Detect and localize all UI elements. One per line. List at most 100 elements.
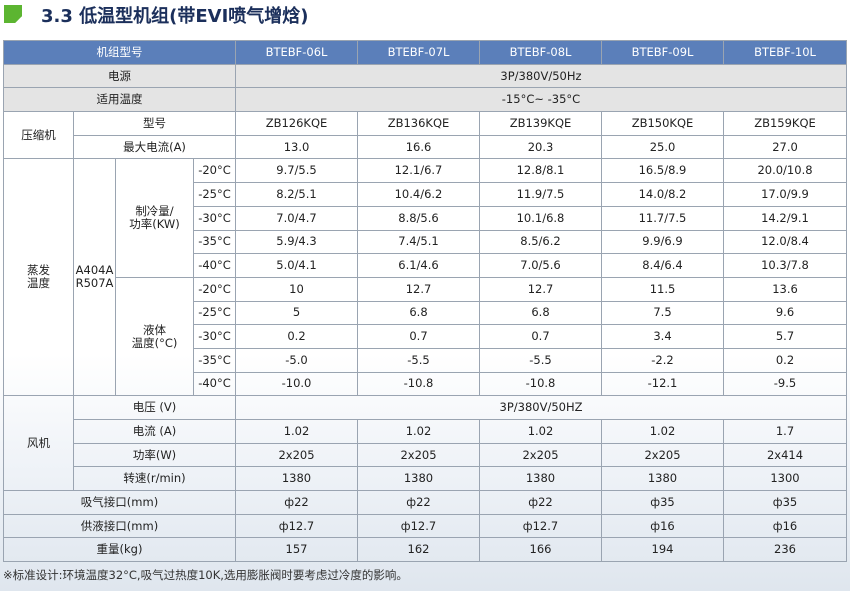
fan-voltage-label: 电压 (V) <box>73 395 236 420</box>
temp-range-value: -15°C~ -35°C <box>235 87 847 113</box>
page-title: 3.3 低温型机组(带EVI喷气增焓) <box>41 6 309 27</box>
table-cell: ZB159KQE <box>723 111 847 136</box>
fan-current-label: 电流 (A) <box>73 419 236 444</box>
table-cell: 166 <box>479 537 602 563</box>
power-value: 3P/380V/50Hz <box>235 63 847 89</box>
table-cell: ф22 <box>235 490 358 515</box>
weight-row: 重量(kg) 157 162 166 194 236 <box>3 537 847 563</box>
fan-current-row: 电流 (A) 1.02 1.02 1.02 1.02 1.7 <box>4 419 847 444</box>
table-cell: ф16 <box>723 513 847 539</box>
header-row: 机组型号 BTEBF-06L BTEBF-07L BTEBF-08L BTEBF… <box>3 40 847 65</box>
model-header: BTEBF-10L <box>723 40 847 65</box>
table-cell: 5.9/4.3 <box>235 229 358 255</box>
table-cell: 0.2 <box>723 347 847 373</box>
table-cell: 11.9/7.5 <box>479 182 602 207</box>
table-cell: 13.6 <box>723 276 847 302</box>
table-cell: ф35 <box>601 490 724 515</box>
table-cell: 6.1/4.6 <box>357 253 480 278</box>
table-cell: 10 <box>235 276 358 302</box>
model-header: BTEBF-07L <box>357 40 480 65</box>
table-cell: 9.6 <box>723 300 847 326</box>
table-cell: 10.3/7.8 <box>723 253 847 278</box>
cooling-row: -40°C 5.0/4.1 6.1/4.6 7.0/5.6 8.4/6.4 10… <box>4 253 847 278</box>
temp-cell: -25°C <box>193 300 236 326</box>
table-cell: -10.8 <box>357 371 480 397</box>
table-cell: 20.0/10.8 <box>723 158 847 184</box>
cooling-label-line1: 制冷量/ <box>135 204 174 219</box>
cooling-label: 制冷量/ 功率(KW) <box>115 158 194 278</box>
suction-row: 吸气接口(mm) ф22 ф22 ф22 ф35 ф35 <box>3 490 847 515</box>
section-marker-icon <box>4 5 22 23</box>
cooling-row: -25°C 8.2/5.1 10.4/6.2 11.9/7.5 14.0/8.2… <box>4 182 847 207</box>
fan-label: 风机 <box>3 395 74 492</box>
table-cell: 6.8 <box>479 300 602 326</box>
table-cell: 7.0/5.6 <box>479 253 602 278</box>
cooling-label-line2: 功率(KW) <box>129 217 180 232</box>
table-cell: 12.8/8.1 <box>479 158 602 184</box>
table-cell: 8.8/5.6 <box>357 205 480 231</box>
table-cell: 13.0 <box>235 134 358 160</box>
fan-power-label: 功率(W) <box>73 442 236 468</box>
fan-voltage-row: 风机 电压 (V) 3P/380V/50HZ <box>3 395 847 492</box>
evaporation-label: 蒸发 温度 <box>3 158 74 397</box>
weight-label: 重量(kg) <box>3 537 236 563</box>
table-cell: 16.6 <box>357 134 480 160</box>
table-cell: 25.0 <box>601 134 724 160</box>
liquid-port-row: 供液接口(mm) ф12.7 ф12.7 ф12.7 ф16 ф16 <box>3 513 847 539</box>
model-header: BTEBF-06L <box>235 40 358 65</box>
table-cell: ф35 <box>723 490 847 515</box>
fan-speed-label: 转速(r/min) <box>73 466 236 492</box>
table-cell: 1380 <box>479 466 602 492</box>
header-label: 机组型号 <box>3 40 236 65</box>
fan-speed-row: 转速(r/min) 1380 1380 1380 1380 1300 <box>4 466 847 492</box>
table-cell: 7.4/5.1 <box>357 229 480 255</box>
table-cell: ф16 <box>601 513 724 539</box>
table-cell: 2x414 <box>723 442 847 468</box>
compressor-current-label: 最大电流(A) <box>73 134 236 160</box>
table-cell: 5.7 <box>723 324 847 349</box>
table-cell: 12.7 <box>357 276 480 302</box>
temp-cell: -30°C <box>193 205 236 231</box>
table-cell: 2x205 <box>479 442 602 468</box>
cooling-row: -35°C 5.9/4.3 7.4/5.1 8.5/6.2 9.9/6.9 12… <box>4 229 847 255</box>
table-cell: -9.5 <box>723 371 847 397</box>
suction-label: 吸气接口(mm) <box>3 490 236 515</box>
table-cell: 12.7 <box>479 276 602 302</box>
table-cell: 194 <box>601 537 724 563</box>
table-cell: 1300 <box>723 466 847 492</box>
liquid-row: 液体 温度(°C) -20°C 10 12.7 12.7 11.5 13.6 <box>4 276 847 397</box>
table-cell: 5 <box>235 300 358 326</box>
refrigerant-line2: R507A <box>75 276 114 291</box>
table-cell: 3.4 <box>601 324 724 349</box>
liquid-row: -30°C 0.2 0.7 0.7 3.4 5.7 <box>4 324 847 349</box>
footnote: ※标准设计:环境温度32°C,吸气过热度10K,选用膨胀阀时要考虑过冷度的影响。 <box>3 568 408 582</box>
table-cell: 2x205 <box>235 442 358 468</box>
table-cell: -5.5 <box>357 347 480 373</box>
table-cell: -10.0 <box>235 371 358 397</box>
table-cell: 27.0 <box>723 134 847 160</box>
table-cell: -5.5 <box>479 347 602 373</box>
table-cell: 20.3 <box>479 134 602 160</box>
fan-voltage-value: 3P/380V/50HZ <box>235 395 847 420</box>
spec-table: 机组型号 BTEBF-06L BTEBF-07L BTEBF-08L BTEBF… <box>3 40 847 563</box>
table-cell: 10.4/6.2 <box>357 182 480 207</box>
compressor-model-row: 压缩机 型号 ZB126KQE ZB136KQE ZB139KQE ZB150K… <box>3 111 847 160</box>
table-cell: 0.2 <box>235 324 358 349</box>
title-bar: 3.3 低温型机组(带EVI喷气增焓) <box>0 0 850 34</box>
table-cell: 7.0/4.7 <box>235 205 358 231</box>
table-cell: ZB136KQE <box>357 111 480 136</box>
temp-cell: -20°C <box>193 276 236 302</box>
model-header: BTEBF-08L <box>479 40 602 65</box>
cooling-row: 蒸发 温度 A404A R507A 制冷量/ 功率(KW) -20°C 9.7/… <box>3 158 847 397</box>
refrigerant-line1: A404A <box>75 263 114 278</box>
compressor-current-row: 最大电流(A) 13.0 16.6 20.3 25.0 27.0 <box>4 134 847 160</box>
table-cell: 2x205 <box>601 442 724 468</box>
table-cell: 14.0/8.2 <box>601 182 724 207</box>
table-cell: 162 <box>357 537 480 563</box>
table-cell: 8.2/5.1 <box>235 182 358 207</box>
table-cell: 12.0/8.4 <box>723 229 847 255</box>
table-cell: 7.5 <box>601 300 724 326</box>
table-cell: 0.7 <box>357 324 480 349</box>
table-cell: -10.8 <box>479 371 602 397</box>
table-cell: 8.4/6.4 <box>601 253 724 278</box>
